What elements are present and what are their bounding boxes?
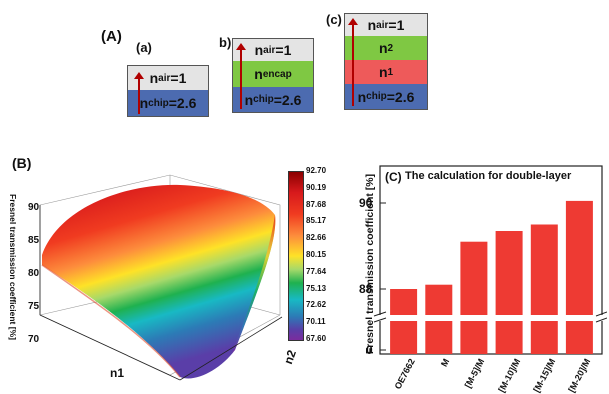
- axis-break-gap: [372, 315, 607, 321]
- bar-0: [390, 289, 418, 354]
- transmission-surface: [42, 184, 276, 379]
- bar-4: [530, 224, 558, 354]
- light-arrow-c: [348, 18, 358, 106]
- x-tick-label: [M-15]/M: [531, 357, 558, 394]
- colorbar-tick-label: 85.17: [306, 216, 327, 226]
- sub-c-label: (c): [326, 12, 342, 27]
- colorbar-tick-label: 70.11: [306, 317, 326, 327]
- surface-plot: [39, 174, 283, 381]
- panel-c-title: The calculation for double-layer: [405, 170, 572, 182]
- light-arrow-b: [236, 43, 246, 109]
- x-tick-label: OE7662: [392, 357, 417, 391]
- bar-5: [565, 200, 593, 354]
- plot-frame: [379, 165, 603, 355]
- layer-chip-a: n chip =2.6: [128, 90, 208, 116]
- z-tick: 75: [28, 301, 40, 312]
- sub-b-label: b): [219, 35, 232, 50]
- panel-b-label: (B): [12, 155, 32, 171]
- x-tick-label: M: [439, 357, 452, 369]
- colorbar-tick-label: 80.15: [306, 250, 327, 259]
- colorbar-tick-label: 75.13: [306, 283, 327, 293]
- layer-chip-c: n chip =2.6: [345, 84, 427, 109]
- sub-a-label: (a): [136, 40, 152, 55]
- layer-chip-b: n chip =2.6: [233, 87, 313, 112]
- bar-3: [495, 231, 523, 354]
- y-tick-label: 88: [359, 282, 373, 296]
- axis-break-mark: [373, 317, 387, 323]
- z-tick: 80: [28, 268, 40, 279]
- colorbar-tick-label: 67.60: [306, 334, 327, 343]
- layer-air-b: n air =1: [233, 39, 313, 61]
- axis-break-mark: [595, 317, 607, 323]
- x-tick-label: [M-20]/M: [566, 357, 593, 394]
- y-tick-label: 90: [359, 196, 373, 210]
- stack-b: n air =1 n encap n chip =2.6: [232, 38, 314, 113]
- axis-break-mark: [373, 311, 387, 317]
- axis-label-n1: n1: [110, 366, 125, 380]
- colorbar-tick-label: 92.70: [306, 166, 327, 175]
- bar-chart: [372, 165, 607, 355]
- colorbar-tick-label: 77.64: [306, 266, 327, 276]
- y-tick-label: 0: [366, 343, 373, 357]
- panel-c-label: (C): [385, 170, 402, 184]
- z-tick: 85: [28, 235, 40, 246]
- layer-air-c: n air =1: [345, 14, 427, 36]
- light-arrow-a: [134, 72, 144, 114]
- panel-a-label: (A): [101, 28, 122, 45]
- axis-break-mark: [595, 311, 607, 317]
- z-tick: 70: [28, 334, 40, 345]
- surface-front-edge: [41, 264, 181, 378]
- x-tick-label: [M-10]/M: [495, 357, 522, 394]
- bar-2: [460, 241, 488, 354]
- colorbar-tick-label: 72.62: [306, 300, 327, 310]
- colorbar-tick-label: 90.19: [306, 182, 327, 192]
- colorbar-tick-label: 87.68: [306, 199, 327, 209]
- x-tick-label: [M-5]/M: [463, 357, 487, 390]
- layer-encap-b: n encap: [233, 61, 313, 87]
- panel-b-zlabel: Fresnel transmission coefficient [%]: [8, 194, 18, 340]
- colorbar-tick-label: 82.66: [306, 233, 327, 243]
- colorbar: [288, 171, 304, 341]
- z-tick: 90: [28, 202, 40, 213]
- stack-a: n air =1 n chip =2.6: [127, 65, 209, 117]
